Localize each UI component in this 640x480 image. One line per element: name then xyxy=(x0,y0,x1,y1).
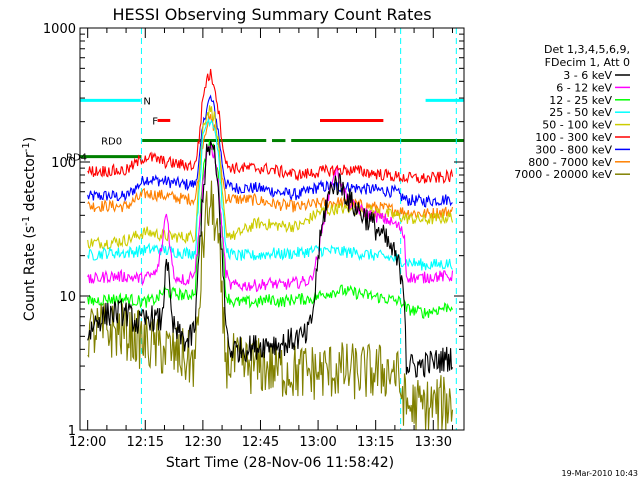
y-tick-label: 10 xyxy=(59,290,76,305)
legend-label: 100 - 300 keV xyxy=(535,131,612,144)
x-tick-label: 13:30 xyxy=(415,435,452,450)
series-line-5 xyxy=(87,68,454,184)
flag-bars: NF RD0 RD4 xyxy=(66,96,464,164)
legend-label: 7000 - 20000 keV xyxy=(514,168,612,181)
x-tick-label: 12:15 xyxy=(127,435,164,450)
x-tick-label: 12:45 xyxy=(242,435,279,450)
flag-label-n: N xyxy=(143,96,150,107)
y-tick-label: 100 xyxy=(51,156,76,171)
y-tick-label: 1 xyxy=(68,424,76,439)
chart-title: HESSI Observing Summary Count Rates xyxy=(112,5,431,24)
series-line-3 xyxy=(87,117,453,271)
plot-frame xyxy=(79,27,465,431)
legend-header-line-1: Det 1,3,4,5,6,9, xyxy=(544,43,630,56)
series-line-0 xyxy=(87,140,454,378)
legend-label: 50 - 100 keV xyxy=(542,119,612,132)
flag-label-rd4: RD4 xyxy=(66,153,87,164)
series-line-1 xyxy=(87,142,454,293)
legend: Det 1,3,4,5,6,9, FDecim 1, Att 0 3 - 6 k… xyxy=(514,43,630,181)
legend-label: 300 - 800 keV xyxy=(535,143,612,156)
series-line-4 xyxy=(87,105,454,250)
x-tick-label: 13:15 xyxy=(357,435,394,450)
legend-label: 800 - 7000 keV xyxy=(528,156,612,169)
series-lines xyxy=(87,68,454,431)
legend-label: 12 - 25 keV xyxy=(549,94,612,107)
x-tick-label: 12:30 xyxy=(184,435,221,450)
legend-label: 6 - 12 keV xyxy=(556,81,612,94)
series-line-2 xyxy=(87,140,453,319)
y-axis-label: Count Rate (s-1 detector-1) xyxy=(21,137,38,321)
flag-label-f: F xyxy=(152,116,158,127)
flag-label-rd0: RD0 xyxy=(101,137,122,148)
y-axis: 1 10 100 1000 xyxy=(43,22,464,439)
series-line-7 xyxy=(87,114,454,219)
legend-label: 3 - 6 keV xyxy=(563,69,612,82)
series-line-6 xyxy=(87,94,453,208)
x-tick-label: 12:00 xyxy=(69,435,106,450)
x-axis-label: Start Time (28-Nov-06 11:58:42) xyxy=(166,455,394,471)
legend-header-line-2: FDecim 1, Att 0 xyxy=(545,56,630,69)
x-tick-label: 13:00 xyxy=(299,435,336,450)
timestamp: 19-Mar-2010 10:43 xyxy=(562,469,639,478)
series-line-8 xyxy=(87,180,454,431)
legend-label: 25 - 50 keV xyxy=(549,106,612,119)
y-tick-label: 1000 xyxy=(43,22,76,37)
x-axis: 12:00 12:15 12:30 12:45 13:00 13:15 13:30 xyxy=(69,28,453,450)
